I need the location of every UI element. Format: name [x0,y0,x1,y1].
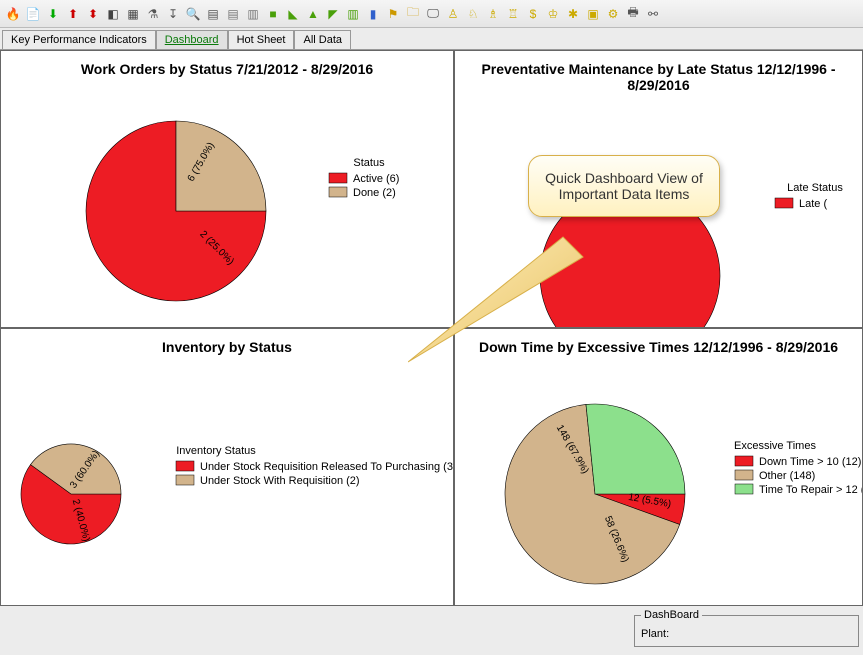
legend-swatch [329,187,347,197]
chart-area: 3 (60.0%)2 (40.0%)Inventory StatusUnder … [1,359,453,605]
report-icon[interactable]: ▤ [204,5,222,23]
export-green-icon[interactable]: ⬇ [44,5,62,23]
legend-swatch [329,173,347,183]
chart-area: 6 (75.0%)2 (25.0%)StatusActive (6)Done (… [1,81,453,327]
tab-hot-sheet[interactable]: Hot Sheet [228,30,295,49]
legend-swatch [176,461,194,471]
layers-icon[interactable]: ▤ [224,5,242,23]
green4-icon[interactable]: ◤ [324,5,342,23]
chart-icon[interactable]: ⬍ [84,5,102,23]
panel-title: Work Orders by Status 7/21/2012 - 8/29/2… [1,61,453,77]
monitor-icon[interactable]: 🖵 [424,5,442,23]
doc-icon[interactable]: 📄 [24,5,42,23]
legend-swatch [735,470,753,480]
legend-label: Done (2) [353,187,396,199]
link-icon[interactable]: ⚯ [644,5,662,23]
y6-icon[interactable]: ♔ [544,5,562,23]
doll-icon[interactable]: ⚙ [604,5,622,23]
flag-icon[interactable]: ⚑ [384,5,402,23]
print-icon[interactable]: 🖶 [624,5,642,23]
flame-icon[interactable]: 🔥 [4,5,22,23]
chart-area: 12 (5.5%)148 (67.9%)58 (26.6%)Excessive … [455,359,862,605]
toolbar: 🔥📄⬇⬆⬍◧▦⚗↧🔍▤▤▥■◣▲◤▥▮⚑🗀🖵♙♘♗♖$♔✱▣⚙🖶⚯ [0,0,863,28]
legend-label: Under Stock Requisition Released To Purc… [200,461,454,473]
y7-icon[interactable]: ✱ [564,5,582,23]
legend-label: Under Stock With Requisition (2) [200,475,360,487]
flask-icon[interactable]: ⚗ [144,5,162,23]
folder-icon[interactable]: 🗀 [404,5,422,23]
green2-icon[interactable]: ◣ [284,5,302,23]
legend-swatch [735,456,753,466]
tab-dashboard[interactable]: Dashboard [156,30,228,49]
green1-icon[interactable]: ■ [264,5,282,23]
legend-swatch [775,198,793,208]
tab-all-data[interactable]: All Data [294,30,351,49]
barchart-icon[interactable]: ▮ [364,5,382,23]
y8-icon[interactable]: ▣ [584,5,602,23]
pie-chart[interactable]: 6 (75.0%)2 (25.0%)StatusActive (6)Done (… [1,81,454,328]
y2-icon[interactable]: ♘ [464,5,482,23]
panel-work-orders: Work Orders by Status 7/21/2012 - 8/29/2… [0,50,454,328]
legend-title: Inventory Status [176,445,256,457]
y4-icon[interactable]: ♖ [504,5,522,23]
callout-bubble: Quick Dashboard View of Important Data I… [528,155,720,217]
legend-label: Other (148) [759,470,815,482]
green3-icon[interactable]: ▲ [304,5,322,23]
legend-label: Down Time > 10 (12) [759,456,861,468]
grid-icon[interactable]: ▦ [124,5,142,23]
pie-slice[interactable] [176,121,266,211]
legend-title: Status [353,157,385,169]
panel-inventory: Inventory by Status 3 (60.0%)2 (40.0%)In… [0,328,454,606]
zoom-icon[interactable]: 🔍 [184,5,202,23]
legend-swatch [735,484,753,494]
doc2-icon[interactable]: ▥ [244,5,262,23]
tab-bar: Key Performance IndicatorsDashboardHot S… [0,28,863,50]
pie-chart[interactable]: 12 (5.5%)148 (67.9%)58 (26.6%)Excessive … [455,359,863,606]
callout-tail [408,232,628,372]
legend-label: Time To Repair > 12 ( [759,484,863,496]
sort-icon[interactable]: ↧ [164,5,182,23]
panel-title: Inventory by Status [1,339,453,355]
dashboard-groupbox: DashBoard Plant: [634,615,859,647]
tab-key-performance-indicators[interactable]: Key Performance Indicators [2,30,156,49]
y3-icon[interactable]: ♗ [484,5,502,23]
legend-label: Late ( [799,198,827,210]
pie-slice[interactable] [586,404,685,494]
legend-title: Late Status [787,182,843,194]
green5-icon[interactable]: ▥ [344,5,362,23]
groupbox-label: DashBoard [641,609,702,621]
legend-label: Active (6) [353,173,399,185]
y5-icon[interactable]: $ [524,5,542,23]
legend-swatch [176,475,194,485]
plant-label: Plant: [641,628,669,640]
legend-title: Excessive Times [734,440,816,452]
pie-chart[interactable]: 3 (60.0%)2 (40.0%)Inventory StatusUnder … [1,359,454,606]
callout-text: Quick Dashboard View of Important Data I… [545,170,703,202]
y1-icon[interactable]: ♙ [444,5,462,23]
box-icon[interactable]: ◧ [104,5,122,23]
import-red-icon[interactable]: ⬆ [64,5,82,23]
